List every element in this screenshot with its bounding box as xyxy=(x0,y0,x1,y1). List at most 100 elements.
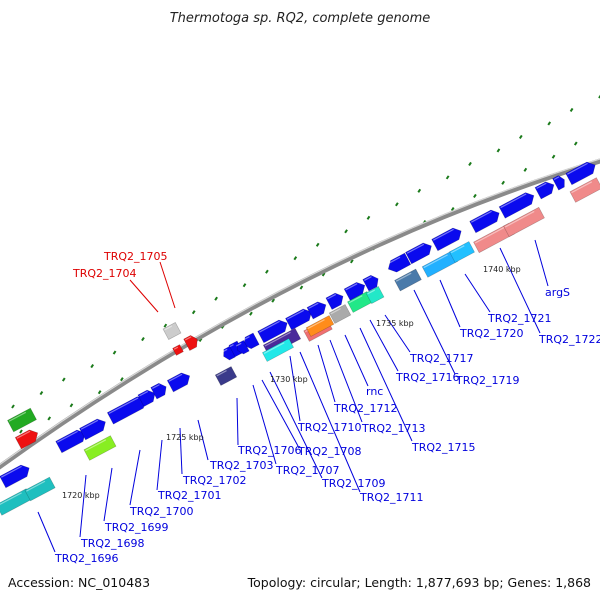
gc-tick-6 xyxy=(163,323,168,328)
gene-feature-2[interactable] xyxy=(79,416,108,441)
gene-label-trq2-1713[interactable]: TRQ2_1713 xyxy=(361,422,426,435)
gc-tick-14 xyxy=(366,215,371,220)
gene-label-trq2-1707[interactable]: TRQ2_1707 xyxy=(275,464,340,477)
gene-label-trq2-1703[interactable]: TRQ2_1703 xyxy=(209,459,274,472)
gene-label-trq2-1698[interactable]: TRQ2_1698 xyxy=(80,537,145,550)
gene-label-trq2-1720[interactable]: TRQ2_1720 xyxy=(459,327,524,340)
gc-tick-3 xyxy=(90,364,95,369)
label-connector-14 xyxy=(299,351,361,493)
gene-label-trq2-1705[interactable]: TRQ2_1705 xyxy=(103,250,168,263)
gene-label-trq2-1711[interactable]: TRQ2_1711 xyxy=(359,491,424,504)
gene-label-trq2-1696[interactable]: TRQ2_1696 xyxy=(54,552,119,565)
gene-feature-17[interactable] xyxy=(385,252,412,275)
gene-feature-5[interactable] xyxy=(150,381,169,400)
gene-label-trq2-1710[interactable]: TRQ2_1710 xyxy=(297,421,362,434)
genome-backbone xyxy=(0,158,600,470)
gc-tick-17 xyxy=(445,175,450,180)
gene-label-trq2-1701[interactable]: TRQ2_1701 xyxy=(157,489,222,502)
gene-feature-11[interactable] xyxy=(257,317,291,344)
gc-tick-36 xyxy=(321,272,326,277)
gene-feature-37[interactable] xyxy=(421,250,459,278)
gene-feature-45[interactable] xyxy=(183,333,201,351)
label-connector-25 xyxy=(534,239,549,287)
label-connector-19 xyxy=(369,319,399,372)
gene-label-trq2-1722[interactable]: TRQ2_1722 xyxy=(538,333,600,346)
scale-label-1735: 1735 kbp xyxy=(376,319,414,328)
gene-feature-23[interactable] xyxy=(552,174,568,191)
gc-tick-22 xyxy=(569,107,574,113)
gc-tick-18 xyxy=(468,161,472,166)
gene-feature-42[interactable] xyxy=(7,407,37,433)
scale-label-1730: 1730 kbp xyxy=(270,375,308,384)
gene-feature-27[interactable] xyxy=(83,435,117,461)
gene-features xyxy=(0,159,600,516)
gc-tick-2 xyxy=(61,377,66,382)
gc-tick-34 xyxy=(271,298,276,303)
gene-feature-38[interactable] xyxy=(449,241,475,263)
gene-feature-20[interactable] xyxy=(469,207,503,234)
gene-feature-8[interactable] xyxy=(241,332,260,351)
gene-feature-0[interactable] xyxy=(0,462,32,489)
gc-tick-27 xyxy=(97,390,102,395)
gene-label-trq2-1700[interactable]: TRQ2_1700 xyxy=(129,505,194,518)
gc-tick-23 xyxy=(598,94,600,99)
gene-feature-40[interactable] xyxy=(503,206,545,238)
gc-tick-0 xyxy=(11,404,15,409)
gene-feature-22[interactable] xyxy=(534,179,557,200)
gene-label-trq2-1706[interactable]: TRQ2_1706 xyxy=(237,444,302,457)
gc-tick-37 xyxy=(349,259,354,264)
label-connector-21 xyxy=(413,289,456,375)
gene-feature-13[interactable] xyxy=(306,299,329,320)
gene-feature-16[interactable] xyxy=(362,273,381,292)
gene-feature-1[interactable] xyxy=(55,427,89,454)
gene-label-trq2-1712[interactable]: TRQ2_1712 xyxy=(333,402,398,415)
gene-feature-18[interactable] xyxy=(405,240,434,265)
gene-label-trq2-1719[interactable]: TRQ2_1719 xyxy=(455,374,520,387)
gene-feature-28[interactable] xyxy=(214,366,238,386)
gene-feature-33[interactable] xyxy=(328,304,352,324)
gc-tick-33 xyxy=(249,311,253,316)
gene-label-trq2-1702[interactable]: TRQ2_1702 xyxy=(182,474,247,487)
gc-tick-9 xyxy=(242,283,247,288)
label-connector-8 xyxy=(197,419,209,461)
gene-feature-46[interactable] xyxy=(172,344,184,356)
gene-feature-21[interactable] xyxy=(498,190,537,219)
gc-tick-13 xyxy=(344,229,348,234)
gene-feature-12[interactable] xyxy=(285,306,314,331)
gene-label-trq2-1704[interactable]: TRQ2_1704 xyxy=(72,267,137,280)
gene-label-trq2-1709[interactable]: TRQ2_1709 xyxy=(321,477,386,490)
gene-feature-35[interactable] xyxy=(365,286,385,304)
gene-label-trq2-1721[interactable]: TRQ2_1721 xyxy=(487,312,552,325)
gene-feature-6[interactable] xyxy=(166,370,193,393)
gene-label-trq2-1699[interactable]: TRQ2_1699 xyxy=(104,521,169,534)
gene-label-trq2-1715[interactable]: TRQ2_1715 xyxy=(411,441,476,454)
label-connector-16 xyxy=(329,339,363,423)
gc-tick-8 xyxy=(214,296,218,301)
gene-feature-41[interactable] xyxy=(569,177,600,203)
gene-feature-14[interactable] xyxy=(325,290,346,310)
gene-feature-15[interactable] xyxy=(343,280,368,301)
gene-feature-24[interactable] xyxy=(565,159,599,186)
gene-feature-43[interactable] xyxy=(14,427,41,450)
gene-feature-19[interactable] xyxy=(431,225,465,252)
gene-feature-10[interactable] xyxy=(235,339,250,355)
gene-label-trq2-1716[interactable]: TRQ2_1716 xyxy=(395,371,460,384)
gene-feature-32[interactable] xyxy=(305,315,335,337)
genome-backbone-highlight xyxy=(0,158,600,466)
gene-feature-36[interactable] xyxy=(394,268,422,292)
gc-tick-20 xyxy=(518,134,523,139)
gene-label-args[interactable]: argS xyxy=(545,286,570,299)
gene-feature-26[interactable] xyxy=(24,476,56,502)
gene-feature-44[interactable] xyxy=(162,322,182,340)
gene-feature-4[interactable] xyxy=(137,387,158,407)
scale-label-1720: 1720 kbp xyxy=(62,491,100,500)
gene-label-trq2-1717[interactable]: TRQ2_1717 xyxy=(409,352,474,365)
gene-feature-30[interactable] xyxy=(262,338,294,362)
label-connector-0 xyxy=(159,261,176,309)
gene-label-trq2-1708[interactable]: TRQ2_1708 xyxy=(297,445,362,458)
label-connector-3 xyxy=(79,474,87,538)
gc-tick-11 xyxy=(293,256,298,261)
gene-feature-9[interactable] xyxy=(221,345,236,361)
gene-label-rnc[interactable]: rnc xyxy=(366,385,383,398)
